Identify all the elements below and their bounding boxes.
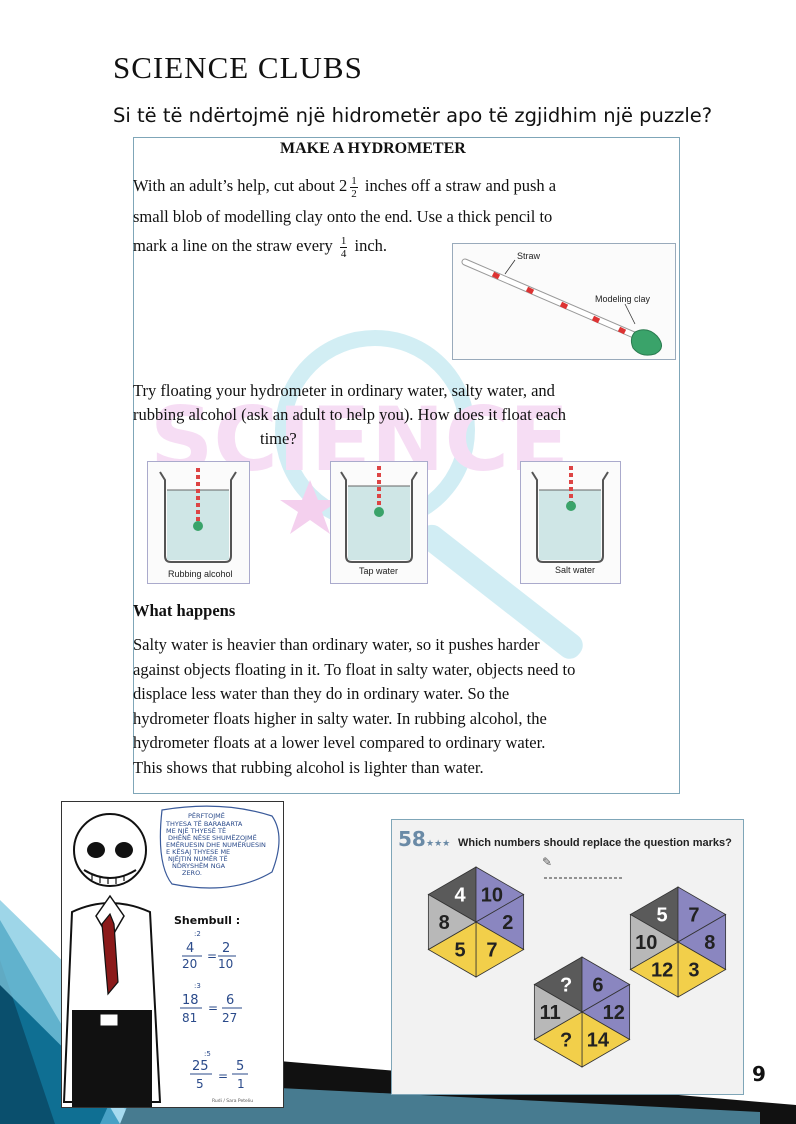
puzzle-stars: ★★★ <box>426 839 450 849</box>
happens-line: This shows that rubbing alcohol is light… <box>133 756 673 781</box>
ex2-c: 6 <box>226 993 234 1008</box>
hex-number: 2 <box>502 912 513 934</box>
ex3-a: 25 <box>192 1059 209 1074</box>
hexagon-right: 5 783 12 10 <box>630 887 725 997</box>
svg-text:=: = <box>208 1001 218 1015</box>
try-line-2: rubbing alcohol (ask an adult to help yo… <box>133 403 566 428</box>
svg-text:=: = <box>207 949 217 963</box>
happens-line: displace less water than they do in ordi… <box>133 682 673 707</box>
beaker-label-3: Salt water <box>555 565 595 575</box>
signature: Rudi / Sara Peteliu <box>212 1098 253 1104</box>
cartoon-drawing: PËRFTOJMË THYESA TË BARABARTA ME NJË THY… <box>62 802 283 1107</box>
ex1-c: 2 <box>222 941 230 956</box>
hex-number: 7 <box>688 905 699 927</box>
bubble-line-9: ZERO. <box>182 869 202 877</box>
ex3-b: 5 <box>196 1077 204 1091</box>
cartoon-panel: PËRFTOJMË THYESA TË BARABARTA ME NJË THY… <box>61 801 284 1108</box>
hex-number: 8 <box>439 912 450 934</box>
ex1-b: 20 <box>182 957 197 971</box>
pencil-icon: ✎ <box>542 855 552 869</box>
hex-number: 5 <box>657 905 668 927</box>
hex-number: 8 <box>704 932 715 954</box>
happens-line: hydrometer floats at a lower level compa… <box>133 731 673 756</box>
intro-text-b: inches off a straw and push a <box>361 176 556 195</box>
hydrometer-title: MAKE A HYDROMETER <box>280 140 466 158</box>
beaker-rubbing-alcohol: Rubbing alcohol <box>147 461 250 584</box>
what-happens-heading: What happens <box>133 601 235 621</box>
beaker-label-2: Tap water <box>359 566 398 576</box>
puzzle-panel: 58 ★★★ Which numbers should replace the … <box>391 819 744 1095</box>
beaker-tap-water: Tap water <box>330 461 428 584</box>
hex-number: 12 <box>603 1002 625 1024</box>
hex-number: ? <box>560 975 572 997</box>
ex3-op: :5 <box>204 1050 211 1058</box>
ex2-op: :3 <box>194 982 201 990</box>
ex1-d: 10 <box>218 957 233 971</box>
intro-line-2: small blob of modelling clay onto the en… <box>133 205 552 230</box>
hex-number: ? <box>560 1030 572 1052</box>
page-subtitle: Si të të ndërtojmë një hidrometër apo të… <box>113 104 712 127</box>
try-line-1: Try floating your hydrometer in ordinary… <box>133 379 555 404</box>
hex-number: 4 <box>455 885 467 907</box>
ex2-a: 18 <box>182 993 199 1008</box>
puzzle-question: Which numbers should replace the questio… <box>458 837 732 849</box>
beaker-label-1: Rubbing alcohol <box>168 569 233 579</box>
hex-number: 10 <box>635 932 657 954</box>
page-title: SCIENCE CLUBS <box>113 50 363 86</box>
intro-text-a: With an adult’s help, cut about 2 <box>133 176 347 195</box>
happens-line: hydrometer floats higher in salty water.… <box>133 707 673 732</box>
puzzle-drawing: 58 ★★★ Which numbers should replace the … <box>392 820 743 1094</box>
ex2-b: 81 <box>182 1011 197 1025</box>
hex-number: 14 <box>587 1030 610 1052</box>
ex1-a: 4 <box>186 941 194 956</box>
bubble-line-0: PËRFTOJMË <box>188 811 225 820</box>
clay-label: Modeling clay <box>595 294 651 304</box>
ex2-d: 27 <box>222 1011 237 1025</box>
hex-number: 12 <box>651 960 673 982</box>
page-number: 9 <box>752 1062 766 1086</box>
ex3-d: 1 <box>237 1077 245 1091</box>
svg-text:=: = <box>218 1069 228 1083</box>
happens-line: against objects floating in it. To float… <box>133 658 673 683</box>
what-happens-text: Salty water is heavier than ordinary wat… <box>133 633 673 780</box>
hex-number: 7 <box>486 940 497 962</box>
hex-number: 11 <box>540 1002 561 1024</box>
hex-number: 10 <box>481 885 503 907</box>
hex-number: 5 <box>455 940 466 962</box>
hex-number: 6 <box>592 975 603 997</box>
ex1-op: :2 <box>194 930 201 938</box>
straw-illustration: Straw Modeling clay <box>452 243 676 360</box>
beaker-salt-water: Salt water <box>520 461 621 584</box>
intro-text-c: mark a line on the straw every <box>133 236 333 255</box>
puzzle-number: 58 <box>398 827 426 851</box>
happens-line: Salty water is heavier than ordinary wat… <box>133 633 673 658</box>
example-title: Shembull : <box>174 914 240 927</box>
intro-text-d: inch. <box>350 236 387 255</box>
straw-label: Straw <box>517 251 541 261</box>
ex3-c: 5 <box>236 1059 244 1074</box>
try-line-3: time? <box>260 427 297 452</box>
hex-number: 3 <box>688 960 699 982</box>
hexagon-bottom: ? 612 14? 11 <box>534 957 629 1067</box>
